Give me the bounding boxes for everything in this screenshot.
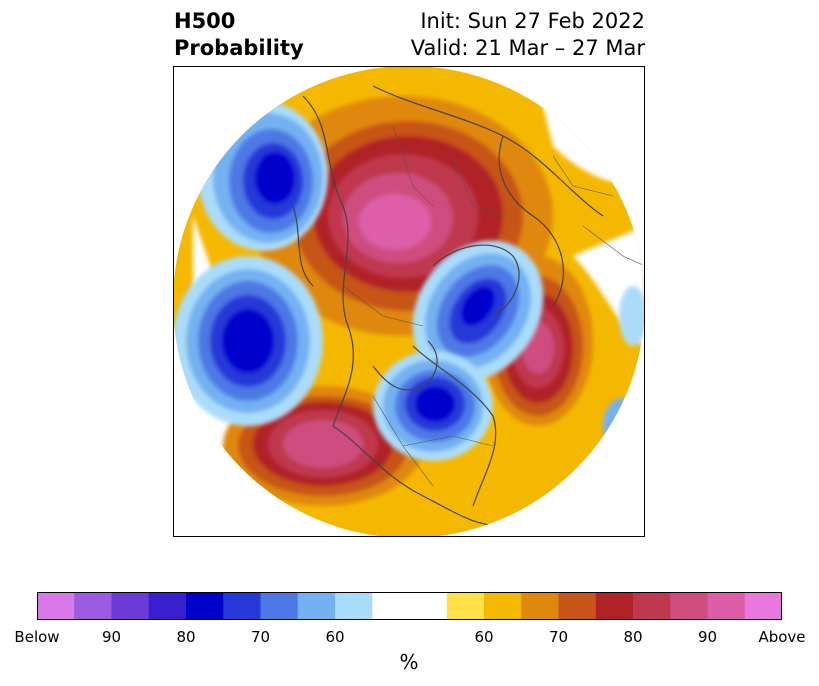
- colorbar-cell: [409, 592, 448, 620]
- colorbar-cell: [223, 592, 261, 620]
- borders: [342, 125, 645, 487]
- colorbar-cell: [521, 592, 559, 620]
- colorbar-cell: [335, 592, 373, 620]
- probability-map: [173, 66, 645, 537]
- colorbar-cell: [595, 592, 634, 620]
- colorbar-cell: [74, 592, 112, 620]
- colorbar-frame: [37, 592, 782, 620]
- colorbar-cell: [558, 592, 597, 620]
- cool-anomalies: [173, 101, 645, 461]
- colorbar-cell: [707, 592, 746, 620]
- colorbar-cell: [37, 592, 75, 620]
- colorbar-cell: [186, 592, 224, 620]
- init-date: Init: Sun 27 Feb 2022: [420, 9, 645, 33]
- valid-range: Valid: 21 Mar – 27 Mar: [410, 36, 645, 60]
- colorbar-tick-label: 80: [176, 628, 196, 646]
- title-line-variable: H500: [174, 9, 236, 33]
- colorbar-tick-label: 60: [474, 628, 494, 646]
- colorbar-tick-label: 90: [101, 628, 122, 646]
- colorbar-cell: [633, 592, 671, 620]
- colorbar-cell: [260, 592, 299, 620]
- coastlines: [292, 85, 604, 527]
- colorbar-tick-label: 80: [623, 628, 643, 646]
- colorbar-tick-label: 60: [325, 628, 345, 646]
- colorbar-unit: %: [399, 650, 419, 674]
- map-frame: [173, 66, 645, 537]
- title-line-quantity: Probability: [174, 36, 304, 60]
- colorbar-cell: [484, 592, 522, 620]
- colorbar-cell: [744, 592, 782, 620]
- colorbar-tick-label: 70: [548, 628, 569, 646]
- colorbar-cell: [670, 592, 708, 620]
- colorbar-tick-label: Below: [14, 628, 60, 646]
- colorbar-cell: [372, 592, 410, 620]
- colorbar-tick-label: 70: [250, 628, 271, 646]
- colorbar-tick-label: Above: [758, 628, 806, 646]
- colorbar-cell: [148, 592, 187, 620]
- colorbar-tick-label: 90: [697, 628, 718, 646]
- map-title: H500 Probability: [174, 8, 304, 62]
- colorbar-cell: [297, 592, 336, 620]
- forecast-dates: Init: Sun 27 Feb 2022 Valid: 21 Mar – 27…: [411, 8, 645, 62]
- probability-fill: [173, 66, 645, 537]
- colorbar-cell: [446, 592, 485, 620]
- colorbar: [37, 592, 782, 620]
- colorbar-cell: [111, 592, 150, 620]
